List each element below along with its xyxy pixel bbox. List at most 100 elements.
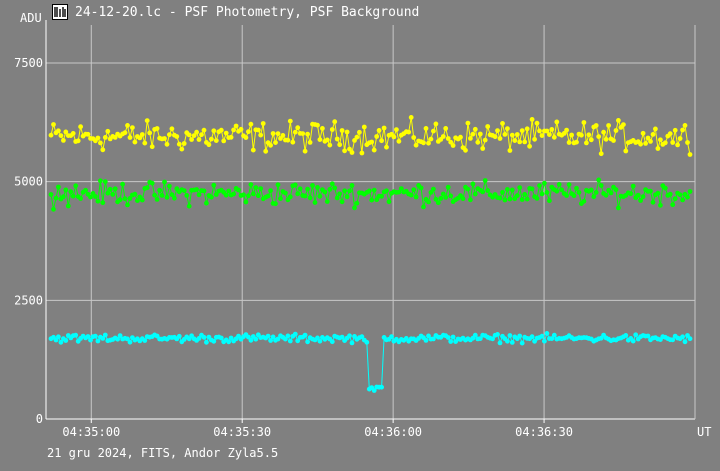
data-point <box>125 123 130 128</box>
data-point <box>413 194 419 200</box>
data-point <box>307 140 313 145</box>
data-point <box>349 183 355 188</box>
data-point <box>517 185 523 191</box>
data-point <box>438 196 444 201</box>
data-point <box>228 134 234 140</box>
data-point <box>93 333 98 339</box>
data-point <box>500 121 505 126</box>
data-point <box>305 131 310 137</box>
data-point <box>324 137 330 143</box>
data-point <box>149 180 155 186</box>
data-point <box>352 205 357 211</box>
data-point <box>431 186 436 192</box>
data-point <box>613 128 619 133</box>
data-point <box>596 134 602 140</box>
data-point <box>379 193 384 199</box>
data-point <box>670 140 676 145</box>
data-point <box>574 185 579 191</box>
data-point <box>433 196 439 202</box>
data-point <box>250 191 256 197</box>
data-point <box>265 193 271 199</box>
data-point <box>680 197 685 203</box>
data-point <box>295 338 301 344</box>
data-point <box>58 339 64 345</box>
data-point <box>250 147 256 153</box>
x-axis-label: UT <box>697 425 711 439</box>
data-point <box>255 193 261 199</box>
data-point <box>88 337 93 343</box>
data-point <box>310 183 315 188</box>
data-point <box>398 186 404 192</box>
data-point <box>226 339 232 345</box>
data-point <box>640 194 646 200</box>
data-point <box>144 185 150 191</box>
data-point <box>423 125 429 131</box>
data-point <box>512 138 518 144</box>
data-point <box>164 194 170 200</box>
data-point <box>497 195 503 201</box>
data-point <box>125 336 130 342</box>
data-point <box>132 139 138 145</box>
data-point <box>408 192 414 198</box>
data-point <box>448 339 454 344</box>
data-point <box>347 333 352 339</box>
data-point <box>616 205 621 211</box>
data-point <box>327 187 333 192</box>
data-point <box>576 190 582 195</box>
data-point <box>675 142 680 148</box>
data-point <box>616 118 621 123</box>
data-point <box>354 200 360 206</box>
data-point <box>662 185 668 191</box>
data-point <box>448 193 454 199</box>
data-point <box>127 135 133 140</box>
data-point <box>83 187 88 193</box>
data-point <box>421 140 426 146</box>
data-point <box>468 197 473 203</box>
data-point <box>102 332 108 338</box>
data-point <box>51 206 56 212</box>
data-point <box>258 132 264 138</box>
data-point <box>162 136 167 141</box>
data-point <box>529 117 535 122</box>
data-point <box>48 192 54 197</box>
data-point <box>357 129 362 135</box>
data-point <box>115 336 120 342</box>
data-point <box>482 137 488 143</box>
data-point <box>435 200 441 206</box>
data-point <box>344 129 350 135</box>
data-point <box>85 334 91 339</box>
data-point <box>95 198 101 204</box>
data-point <box>542 338 547 344</box>
data-point <box>648 188 653 194</box>
data-point <box>268 338 273 343</box>
data-point <box>391 134 397 140</box>
data-point <box>56 184 61 190</box>
data-point <box>581 120 587 125</box>
data-point <box>329 127 335 132</box>
data-point <box>213 138 219 144</box>
data-point <box>495 128 500 134</box>
data-point <box>465 120 471 126</box>
data-point <box>305 339 310 345</box>
data-point <box>324 199 330 204</box>
data-point <box>290 139 296 145</box>
data-point <box>275 131 281 137</box>
data-point <box>502 197 508 203</box>
data-point <box>366 188 372 194</box>
data-point <box>450 334 456 340</box>
data-point <box>389 334 394 340</box>
data-point <box>169 126 175 132</box>
data-point <box>431 128 436 134</box>
data-point <box>559 187 565 193</box>
data-point <box>413 142 419 148</box>
data-point <box>283 190 288 196</box>
data-point <box>209 136 214 142</box>
data-point <box>347 146 352 152</box>
data-point <box>347 188 352 194</box>
data-point <box>201 334 207 340</box>
data-point <box>588 187 594 193</box>
data-point <box>670 337 676 343</box>
data-point <box>189 137 195 142</box>
data-point <box>524 126 530 132</box>
data-point <box>529 186 535 192</box>
